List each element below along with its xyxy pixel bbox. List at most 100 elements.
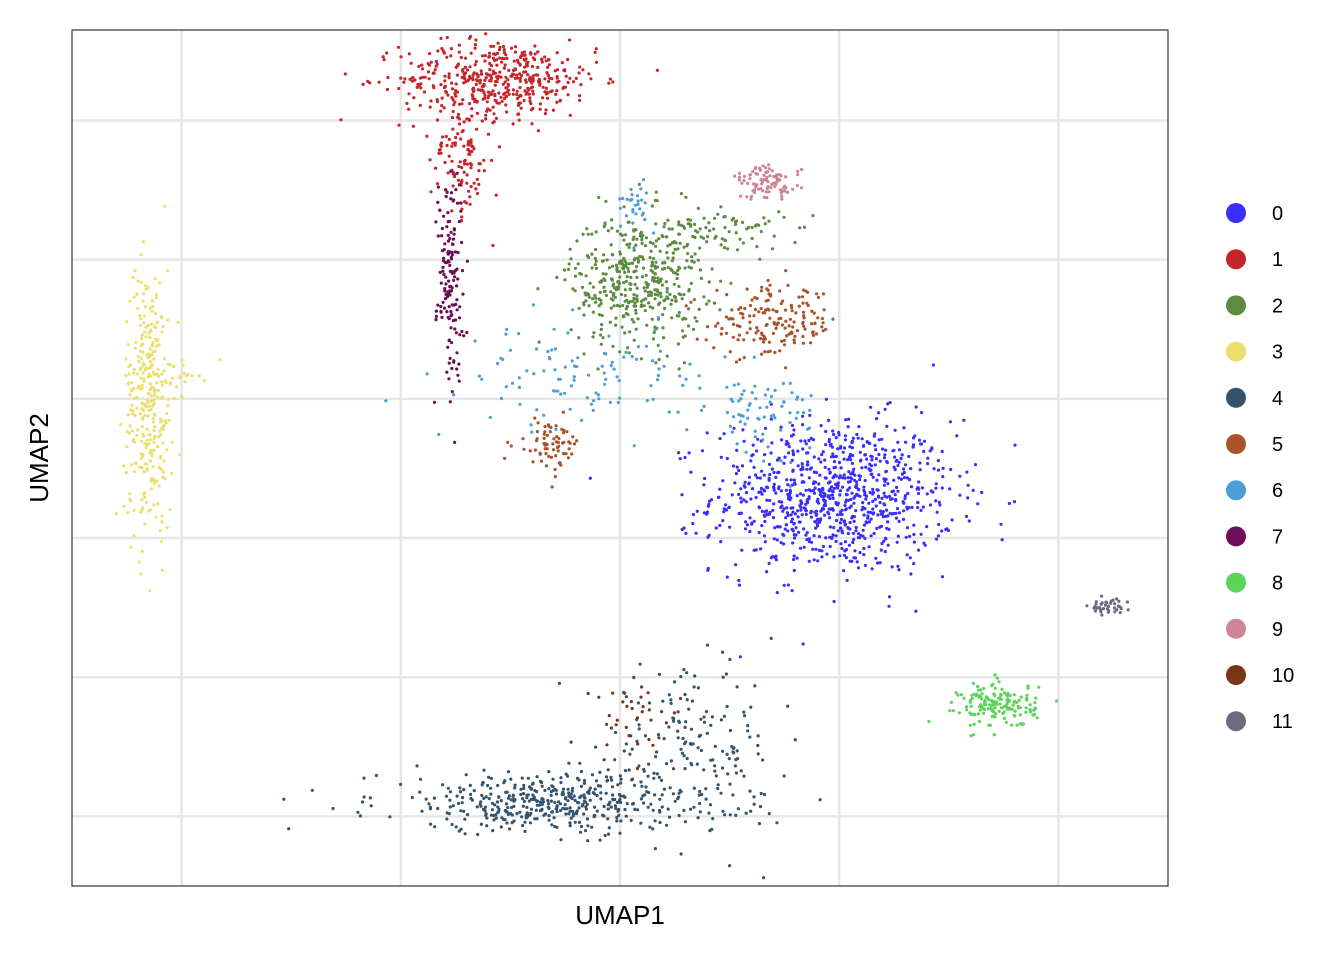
point-cluster-2 [688,218,693,222]
point-cluster-8 [1029,710,1033,714]
point-cluster-5 [811,330,815,334]
point-cluster-0 [802,527,806,531]
point-cluster-4 [682,754,686,758]
point-cluster-5 [774,326,778,330]
point-cluster-9 [770,182,774,187]
legend-key-11 [1226,711,1246,732]
point-cluster-4 [637,723,641,727]
point-cluster-6 [618,224,623,228]
point-cluster-5 [780,323,785,327]
point-cluster-4 [521,792,526,796]
point-cluster-2 [651,337,656,341]
point-cluster-2 [645,285,649,289]
point-cluster-4 [618,831,622,835]
point-cluster-2 [611,344,615,348]
point-cluster-2 [656,276,660,280]
point-cluster-0 [863,507,867,511]
point-cluster-0 [964,514,969,519]
point-cluster-2 [623,270,627,274]
point-cluster-3 [149,438,153,442]
point-cluster-0 [896,489,900,493]
point-cluster-0 [823,476,827,480]
point-cluster-0 [971,488,975,492]
point-cluster-0 [900,453,904,457]
point-cluster-3 [127,372,131,376]
point-cluster-4 [704,710,709,714]
point-cluster-5 [802,314,806,318]
point-cluster-1 [506,78,510,82]
point-cluster-1 [429,99,433,103]
cluster-4-points [282,636,822,880]
point-cluster-4 [665,823,669,827]
legend-label-11: 11 [1272,711,1293,733]
point-cluster-4 [705,643,710,647]
point-cluster-4 [657,736,661,740]
point-cluster-3 [150,322,154,326]
point-cluster-0 [805,531,809,535]
point-cluster-2 [682,226,687,230]
point-cluster-0 [888,494,892,498]
point-cluster-6 [681,383,685,387]
legend-label-9: 9 [1272,619,1283,641]
point-cluster-1 [566,57,570,62]
point-cluster-0 [911,443,916,447]
point-cluster-5 [768,283,772,287]
point-cluster-4 [609,805,613,809]
point-cluster-1 [571,80,576,84]
point-cluster-8 [1005,707,1010,711]
point-cluster-5 [757,310,761,314]
point-cluster-0 [934,499,938,503]
point-cluster-4 [615,819,619,823]
point-cluster-0 [802,545,806,549]
point-cluster-7 [445,225,449,229]
point-cluster-1 [439,109,443,113]
point-cluster-8 [971,681,976,686]
point-cluster-2 [662,299,666,303]
point-cluster-0 [899,456,903,461]
point-cluster-3 [156,502,160,506]
point-cluster-0 [908,478,912,482]
point-cluster-3 [153,435,157,439]
point-cluster-0 [871,475,875,479]
point-cluster-4 [728,657,732,662]
point-cluster-0 [838,521,843,525]
point-cluster-2 [691,327,696,331]
point-cluster-5 [759,289,764,293]
point-cluster-0 [740,548,744,552]
point-cluster-3 [150,299,154,303]
point-cluster-2 [698,246,702,250]
point-cluster-2 [587,255,591,259]
point-cluster-7 [436,303,440,307]
point-cluster-8 [1024,710,1028,714]
point-cluster-9 [752,182,756,186]
point-cluster-6 [650,359,655,363]
point-cluster-2 [622,281,626,285]
point-cluster-6 [753,384,757,388]
point-cluster-3 [183,380,187,384]
point-cluster-1 [462,75,466,79]
point-cluster-4 [664,762,669,766]
point-cluster-0 [855,560,859,564]
point-cluster-3 [156,367,160,371]
point-cluster-8 [959,693,964,697]
point-cluster-4 [579,769,584,774]
point-cluster-1 [581,68,585,72]
point-cluster-4 [419,777,423,781]
point-cluster-2 [615,266,619,270]
point-cluster-2 [635,286,639,290]
point-cluster-0 [745,523,750,527]
point-cluster-5 [566,456,571,460]
point-cluster-6 [809,394,813,398]
point-cluster-1 [497,101,501,105]
point-cluster-2 [716,212,720,216]
point-cluster-1 [457,122,462,126]
point-cluster-4 [658,820,662,825]
point-cluster-5 [712,346,716,350]
point-cluster-1 [491,69,495,73]
point-cluster-4 [713,769,717,773]
point-cluster-5 [531,460,535,464]
point-cluster-4 [463,817,467,821]
point-cluster-0 [758,476,762,480]
point-cluster-4 [287,827,291,831]
point-cluster-0 [842,473,846,477]
